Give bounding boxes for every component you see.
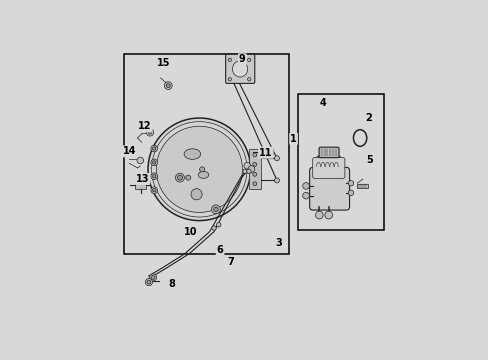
- Circle shape: [151, 145, 157, 152]
- FancyBboxPatch shape: [225, 54, 254, 84]
- Circle shape: [252, 172, 256, 176]
- Circle shape: [211, 226, 216, 230]
- Circle shape: [166, 84, 170, 87]
- Circle shape: [199, 167, 204, 172]
- Circle shape: [347, 180, 353, 186]
- Text: 11: 11: [259, 148, 272, 158]
- Circle shape: [244, 162, 250, 169]
- Bar: [135, 179, 145, 189]
- Text: 15: 15: [157, 58, 170, 68]
- Circle shape: [247, 166, 254, 172]
- Ellipse shape: [314, 153, 343, 175]
- Circle shape: [347, 190, 353, 195]
- Text: 9: 9: [239, 54, 245, 64]
- Bar: [265, 149, 272, 154]
- Circle shape: [252, 153, 256, 157]
- Text: 6: 6: [216, 245, 223, 255]
- Text: 5: 5: [366, 155, 372, 165]
- Circle shape: [247, 77, 250, 81]
- Circle shape: [145, 279, 152, 286]
- FancyBboxPatch shape: [312, 157, 344, 179]
- Text: 13: 13: [136, 174, 149, 184]
- Bar: [357, 184, 367, 188]
- Circle shape: [177, 175, 182, 180]
- Circle shape: [243, 169, 247, 174]
- Circle shape: [216, 222, 221, 227]
- Text: 4: 4: [319, 98, 325, 108]
- Circle shape: [252, 162, 256, 166]
- Circle shape: [175, 173, 184, 182]
- Text: 1: 1: [289, 134, 296, 144]
- Circle shape: [152, 147, 156, 150]
- Circle shape: [164, 82, 172, 90]
- Circle shape: [185, 175, 190, 180]
- Circle shape: [213, 207, 218, 212]
- Circle shape: [137, 157, 143, 164]
- Ellipse shape: [198, 171, 208, 178]
- Text: 14: 14: [122, 146, 136, 156]
- Circle shape: [151, 159, 157, 166]
- Circle shape: [146, 129, 153, 136]
- Circle shape: [324, 211, 332, 219]
- Circle shape: [152, 188, 156, 192]
- Bar: [249, 149, 260, 189]
- Circle shape: [152, 175, 156, 178]
- Text: 3: 3: [274, 238, 281, 248]
- Circle shape: [302, 183, 309, 189]
- Circle shape: [228, 58, 231, 62]
- FancyBboxPatch shape: [309, 167, 349, 210]
- Circle shape: [302, 192, 309, 199]
- Text: 7: 7: [227, 257, 234, 267]
- FancyBboxPatch shape: [319, 147, 338, 158]
- Circle shape: [252, 182, 256, 186]
- Circle shape: [149, 274, 156, 281]
- Text: 8: 8: [168, 279, 175, 289]
- Circle shape: [151, 187, 157, 193]
- Circle shape: [211, 205, 220, 214]
- Text: 2: 2: [365, 113, 371, 123]
- Circle shape: [191, 189, 202, 200]
- Circle shape: [148, 131, 151, 134]
- Circle shape: [146, 280, 150, 284]
- Circle shape: [274, 156, 279, 161]
- Circle shape: [315, 211, 323, 219]
- Text: 10: 10: [184, 227, 197, 237]
- Circle shape: [156, 126, 242, 212]
- Bar: [124, 54, 289, 254]
- Ellipse shape: [232, 61, 247, 77]
- Circle shape: [274, 178, 279, 183]
- Circle shape: [247, 58, 250, 62]
- Text: 12: 12: [138, 121, 151, 131]
- Circle shape: [151, 173, 157, 180]
- Circle shape: [228, 77, 231, 81]
- Circle shape: [152, 161, 156, 164]
- Circle shape: [246, 169, 251, 174]
- Bar: [297, 94, 383, 230]
- Circle shape: [151, 275, 155, 279]
- Circle shape: [148, 118, 250, 221]
- Ellipse shape: [183, 149, 200, 159]
